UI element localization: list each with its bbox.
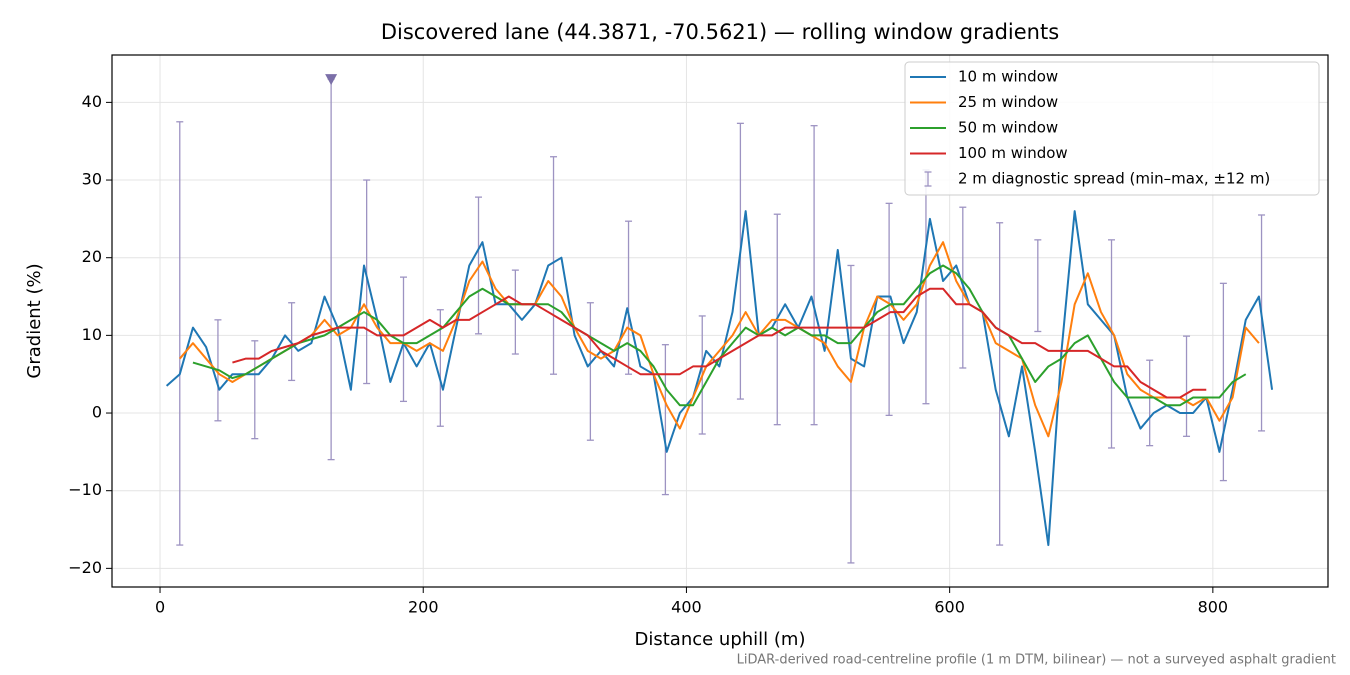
series-line [232, 287, 1207, 399]
legend-label: 25 m window [958, 93, 1058, 111]
y-tick-label: −10 [68, 480, 102, 499]
y-tick-label: 40 [82, 92, 102, 111]
x-axis-label: Distance uphill (m) [635, 629, 806, 650]
series-line [165, 210, 1274, 547]
y-axis-label: Gradient (%) [24, 263, 45, 378]
chart-title: Discovered lane (44.3871, -70.5621) — ro… [381, 20, 1059, 44]
x-tick-label: 800 [1198, 598, 1229, 617]
y-tick-label: 10 [82, 325, 102, 344]
x-tick-label: 400 [671, 598, 702, 617]
legend-label: 10 m window [958, 68, 1058, 86]
y-tick-label: 20 [82, 247, 102, 266]
y-tick-label: 0 [92, 403, 102, 422]
x-tick-label: 0 [155, 598, 165, 617]
y-tick-label: −20 [68, 558, 102, 577]
legend-box [904, 61, 1320, 196]
legend: 10 m window 25 m window 50 m window 100 m w… [904, 61, 1320, 196]
axes-frame [111, 54, 1329, 588]
ticks: 0 200 400 600 800 −20 −10 0 10 20 30 40 [68, 92, 1228, 617]
x-tick-label: 600 [934, 598, 965, 617]
legend-label: 100 m window [958, 144, 1068, 162]
footnote: LiDAR-derived road-centreline profile (1… [737, 653, 1336, 668]
y-tick-label: 30 [82, 170, 102, 189]
legend-label: 50 m window [958, 119, 1058, 137]
plot-area [165, 74, 1274, 564]
series-line [179, 241, 1260, 438]
clip-marker [325, 74, 338, 86]
x-tick-label: 200 [408, 598, 439, 617]
legend-label: 2 m diagnostic spread (min–max, ±12 m) [958, 170, 1270, 188]
